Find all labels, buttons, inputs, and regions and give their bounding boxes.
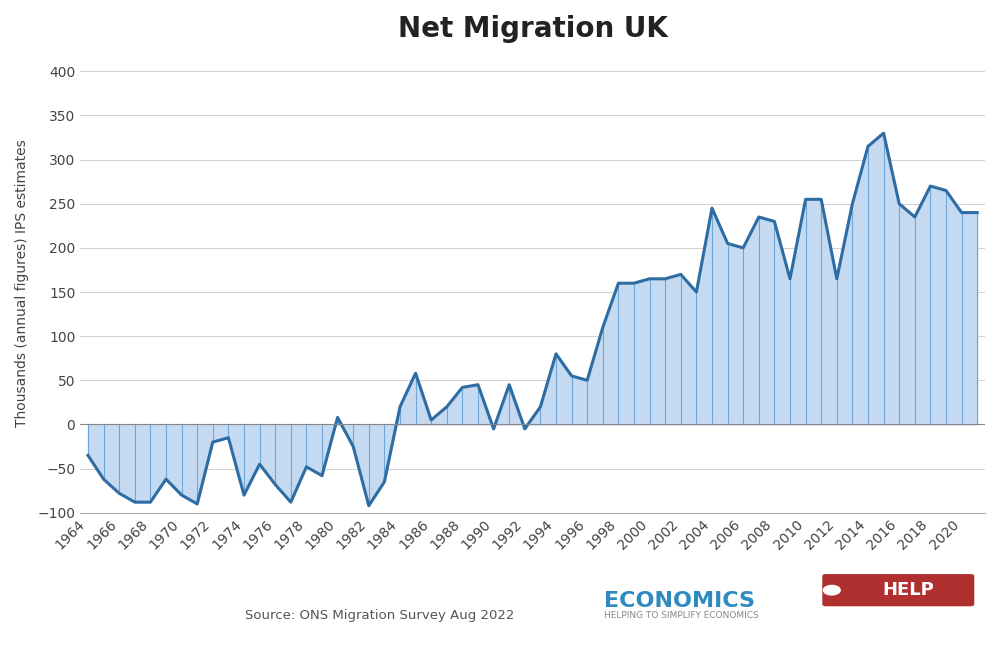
Text: ECONOMICS: ECONOMICS	[604, 591, 755, 611]
Text: HELPING TO SIMPLIFY ECONOMICS: HELPING TO SIMPLIFY ECONOMICS	[604, 611, 759, 620]
Y-axis label: Thousands (annual figures) IPS estimates: Thousands (annual figures) IPS estimates	[15, 139, 29, 427]
Title: Net Migration UK: Net Migration UK	[398, 15, 668, 43]
FancyBboxPatch shape	[822, 574, 974, 606]
Circle shape	[823, 586, 840, 595]
Text: HELP: HELP	[882, 581, 934, 599]
Text: Source: ONS Migration Survey Aug 2022: Source: ONS Migration Survey Aug 2022	[245, 609, 515, 622]
